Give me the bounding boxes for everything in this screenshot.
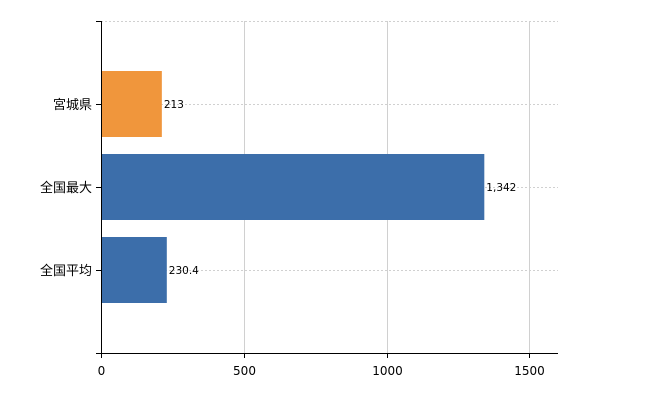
x-tick-label: 0 [98, 364, 106, 378]
category-label: 全国平均 [40, 263, 92, 279]
category-label: 全国最大 [40, 180, 92, 196]
axis-layer [96, 21, 558, 358]
labels-layer: 213 宮城県 1,342 全国最大 230.4 全国平均 0 500 1000 1500 [40, 97, 545, 378]
x-tick-label: 1000 [372, 364, 403, 378]
x-tick-label: 500 [233, 364, 256, 378]
x-tick-label: 1500 [514, 364, 545, 378]
bar [101, 154, 485, 220]
bars-layer [101, 71, 485, 303]
bar [101, 237, 167, 303]
data-label: 230.4 [169, 265, 199, 277]
category-label: 宮城県 [53, 97, 92, 113]
data-label: 213 [164, 99, 184, 111]
bar [101, 71, 162, 137]
data-label: 1,342 [486, 182, 516, 194]
